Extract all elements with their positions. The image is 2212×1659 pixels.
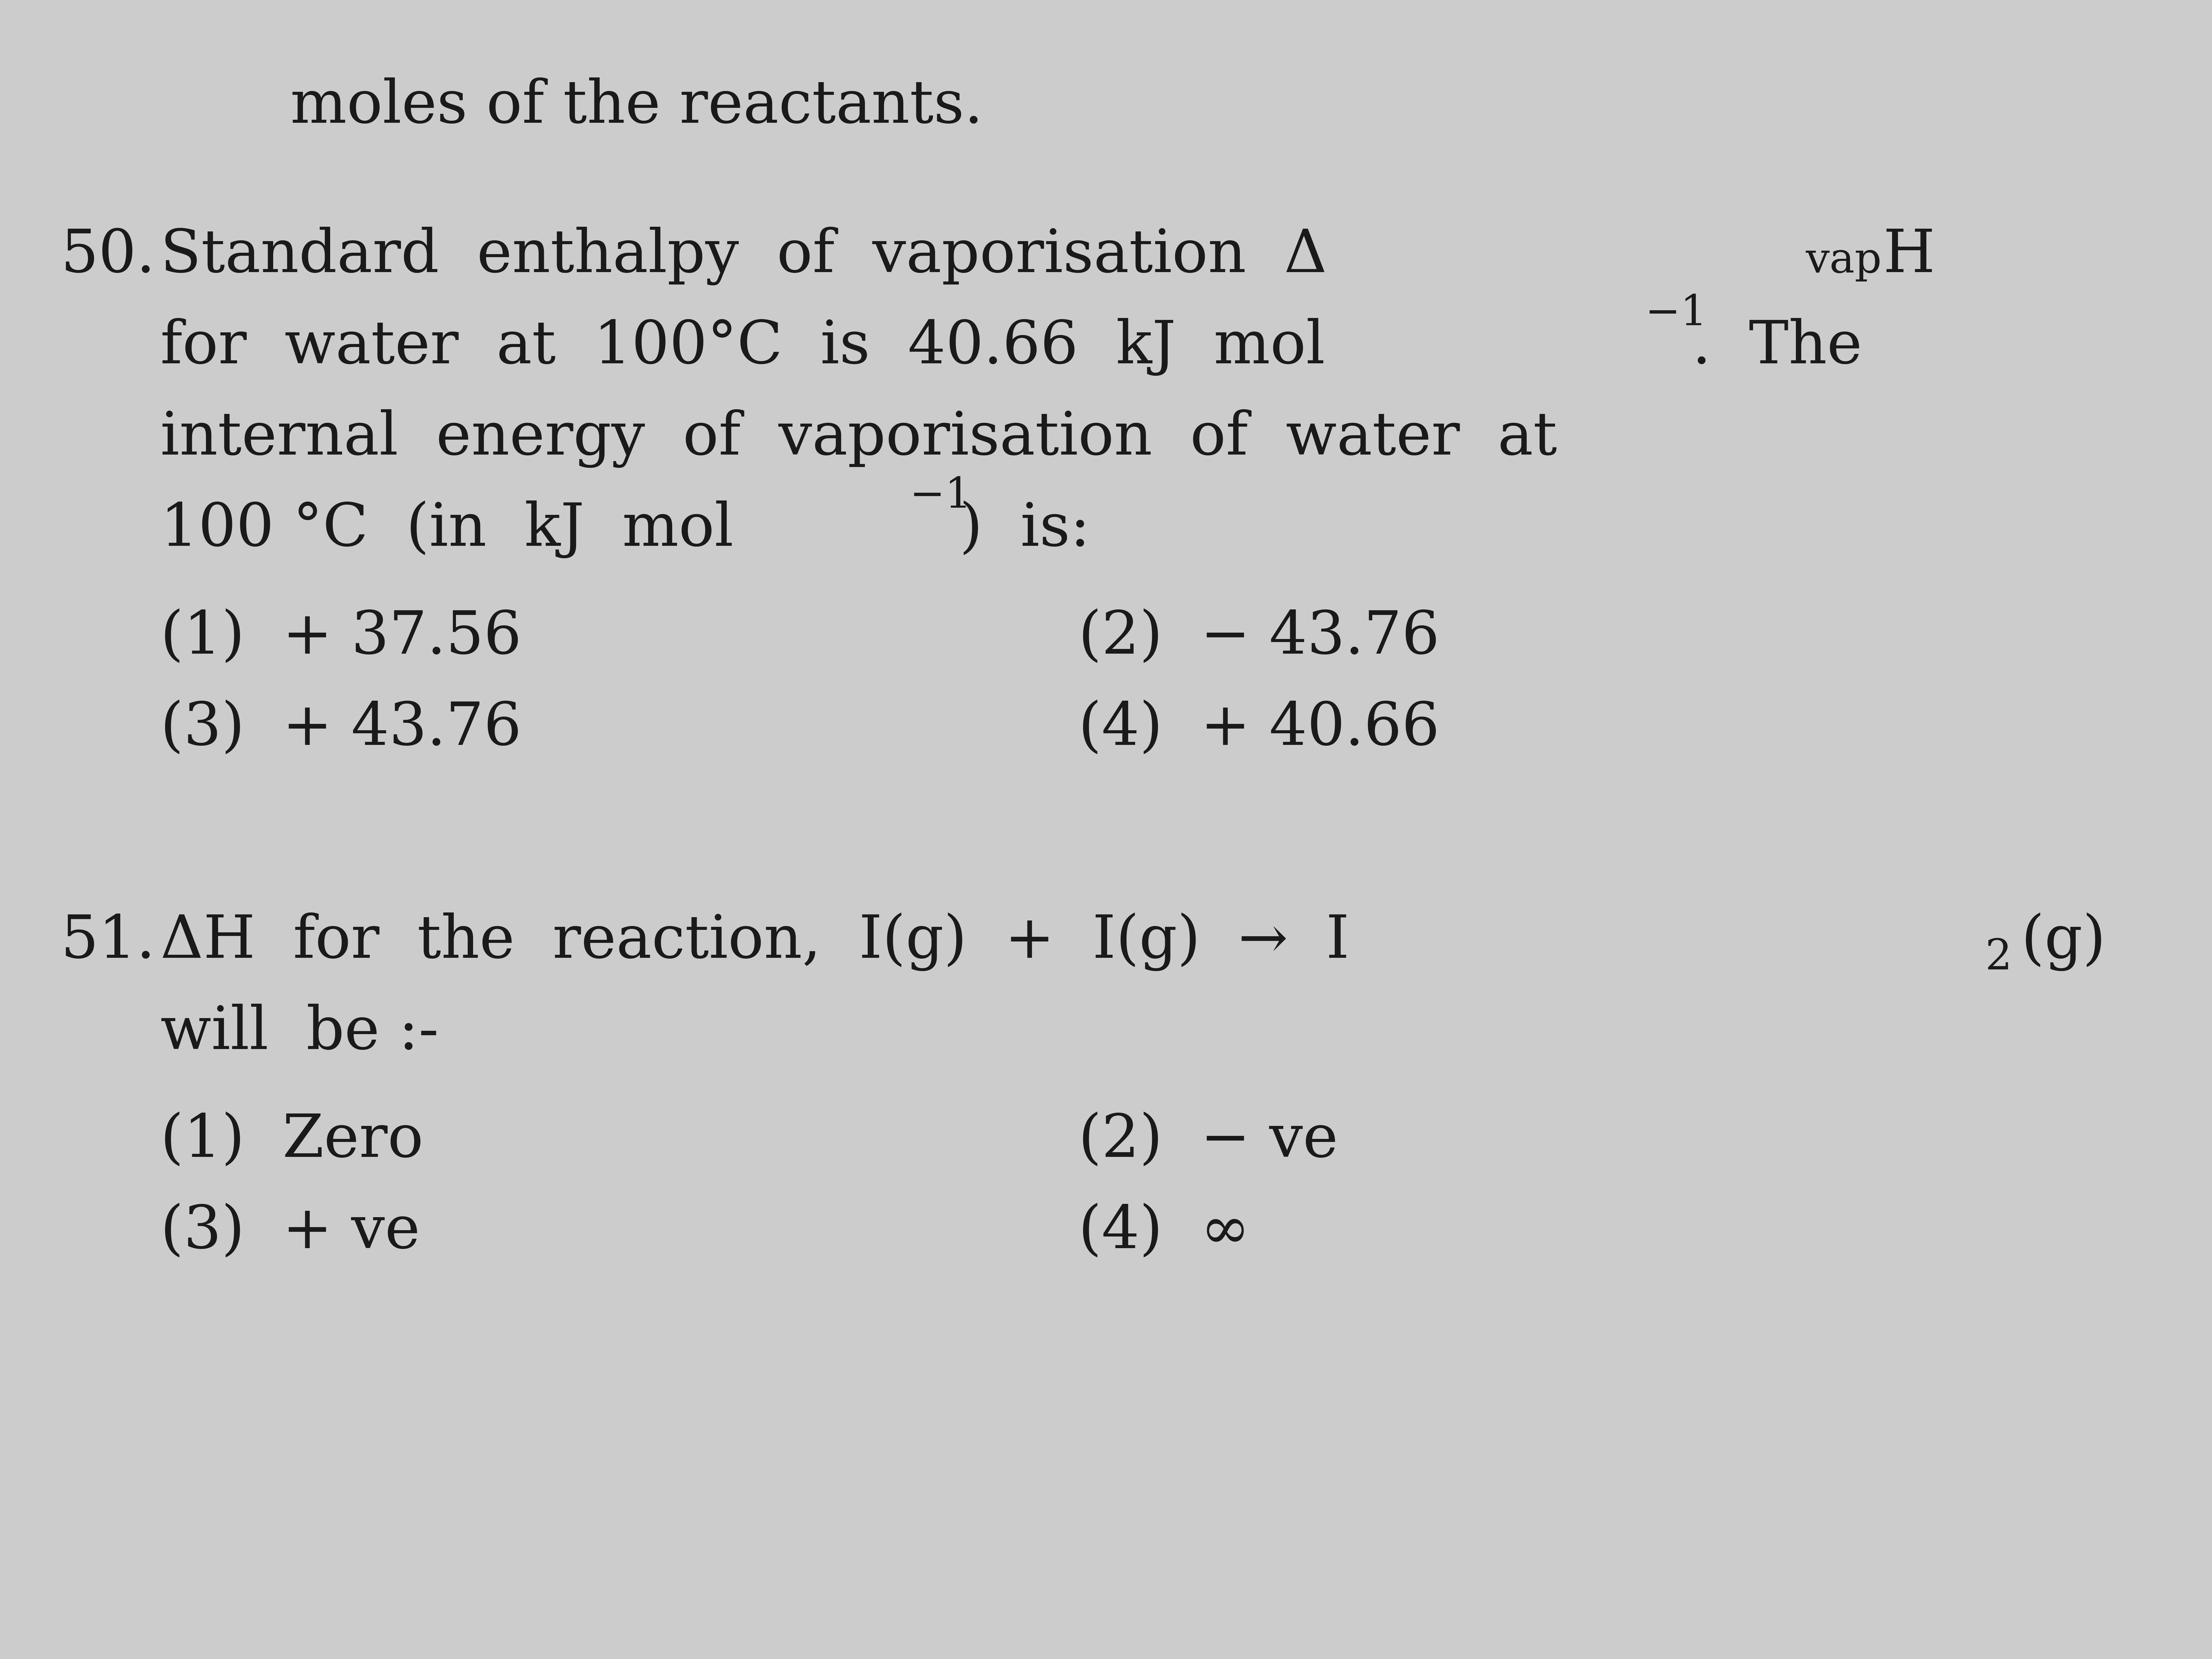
Text: (4)  + 40.66: (4) + 40.66 xyxy=(1079,700,1440,757)
Text: vap: vap xyxy=(1805,241,1882,282)
Text: H: H xyxy=(1882,227,1936,285)
Text: (g): (g) xyxy=(2022,912,2106,971)
Text: −1: −1 xyxy=(1646,294,1708,333)
Text: (2)  − ve: (2) − ve xyxy=(1079,1112,1338,1170)
Text: .  The: . The xyxy=(1692,319,1863,377)
Text: 100 °C  (in  kJ  mol: 100 °C (in kJ mol xyxy=(159,501,734,557)
Text: (1)  + 37.56: (1) + 37.56 xyxy=(159,609,522,665)
Text: will  be :-: will be :- xyxy=(159,1004,438,1062)
Text: (3)  + ve: (3) + ve xyxy=(159,1203,420,1261)
Text: (3)  + 43.76: (3) + 43.76 xyxy=(159,700,522,757)
Text: (2)  − 43.76: (2) − 43.76 xyxy=(1079,609,1440,665)
Text: 50.: 50. xyxy=(62,227,155,285)
Text: (1)  Zero: (1) Zero xyxy=(159,1112,422,1170)
Text: 2: 2 xyxy=(1986,937,2013,979)
Text: for  water  at  100°C  is  40.66  kJ  mol: for water at 100°C is 40.66 kJ mol xyxy=(159,319,1325,377)
Text: 51.: 51. xyxy=(62,912,155,971)
Text: moles of the reactants.: moles of the reactants. xyxy=(290,78,982,136)
Text: ΔH  for  the  reaction,  I(g)  +  I(g)  →  I: ΔH for the reaction, I(g) + I(g) → I xyxy=(159,912,1349,971)
Text: Standard  enthalpy  of  vaporisation  Δ: Standard enthalpy of vaporisation Δ xyxy=(159,227,1327,285)
Text: )  is:: ) is: xyxy=(960,501,1091,557)
Text: (4)  ∞: (4) ∞ xyxy=(1079,1203,1250,1261)
Text: −1: −1 xyxy=(909,476,971,516)
Text: internal  energy  of  vaporisation  of  water  at: internal energy of vaporisation of water… xyxy=(159,410,1557,468)
